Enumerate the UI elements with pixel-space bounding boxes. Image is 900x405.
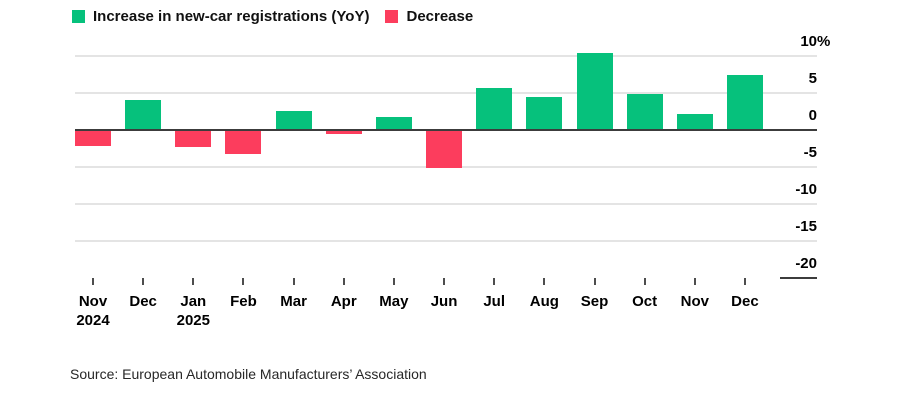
bar-feb-3 xyxy=(225,130,262,155)
bar-jul-8 xyxy=(476,87,513,130)
zero-axis-line xyxy=(75,129,817,131)
increase-swatch-icon xyxy=(72,10,85,23)
x-tick-aug-9 xyxy=(543,278,546,285)
bar-jun-7 xyxy=(426,130,463,168)
x-tick-apr-5 xyxy=(342,278,345,285)
y-axis-label--15: -15 xyxy=(795,218,817,235)
y-axis-label--5: -5 xyxy=(803,144,817,161)
x-year-label-2025: 2025 xyxy=(176,312,210,329)
source-note: Source: European Automobile Manufacturer… xyxy=(70,366,427,382)
percent-sign: % xyxy=(817,33,831,50)
legend-decrease-label: Decrease xyxy=(406,8,474,25)
bar-dec-13 xyxy=(726,75,763,130)
gridline--15 xyxy=(75,240,817,242)
x-tick-dec-13 xyxy=(743,278,746,285)
x-tick-oct-11 xyxy=(643,278,646,285)
bar-jan-2 xyxy=(175,130,212,148)
legend-item-increase: Increase in new-car registrations (YoY) xyxy=(72,7,369,26)
y-axis-label--20: -20 xyxy=(795,255,817,272)
x-label-apr-5: Apr xyxy=(330,293,357,310)
bar-chart-plot-area: 10% 5 0 -5 -10 -15 -20 Nov 2024 Dec Jan 2025 Feb Mar A… xyxy=(75,33,831,329)
bar-may-6 xyxy=(375,116,412,130)
bar-sep-10 xyxy=(576,53,613,130)
y-axis-label-10: 10% xyxy=(800,33,831,50)
x-label-feb-3: Feb xyxy=(230,293,257,310)
x-tick-jul-8 xyxy=(493,278,496,285)
x-tick-dec-1 xyxy=(142,278,145,285)
bar-mar-4 xyxy=(275,110,312,130)
bar-dec-1 xyxy=(125,100,162,130)
bar-nov-12 xyxy=(676,113,713,130)
y-axis-label--10: -10 xyxy=(795,181,817,198)
x-tick-jan-2 xyxy=(192,278,195,285)
gridline--10 xyxy=(75,203,817,205)
x-label-jul-8: Jul xyxy=(483,293,506,310)
gridline-10 xyxy=(75,55,817,57)
x-tick-nov-12 xyxy=(693,278,696,285)
x-label-nov-12: Nov xyxy=(680,293,709,310)
decrease-swatch-icon xyxy=(385,10,399,23)
bar-aug-9 xyxy=(526,96,563,130)
x-label-oct-11: Oct xyxy=(632,293,658,310)
x-label-jan-2: Jan xyxy=(180,293,207,310)
gridline--20 xyxy=(780,277,817,279)
x-tick-sep-10 xyxy=(593,278,596,285)
x-tick-jun-7 xyxy=(443,278,446,285)
y-axis-label-0: 0 xyxy=(808,107,817,124)
x-label-nov-0: Nov xyxy=(78,293,108,310)
x-label-mar-4: Mar xyxy=(280,293,307,310)
x-tick-nov-0 xyxy=(92,278,94,285)
bar-nov-0 xyxy=(75,130,111,146)
bar-oct-11 xyxy=(626,94,663,130)
x-tick-mar-4 xyxy=(292,278,295,285)
x-tick-feb-3 xyxy=(242,278,245,285)
x-label-dec-1: Dec xyxy=(129,293,157,310)
bar-apr-5 xyxy=(325,130,362,134)
legend: Increase in new-car registrations (YoY) … xyxy=(72,7,473,26)
x-tick-may-6 xyxy=(392,278,395,285)
legend-item-decrease: Decrease xyxy=(385,7,473,26)
x-year-label-2024: 2024 xyxy=(76,312,110,329)
x-label-sep-10: Sep xyxy=(580,293,609,310)
x-label-may-6: May xyxy=(379,293,409,310)
x-label-jun-7: Jun xyxy=(430,293,458,310)
x-label-aug-9: Aug xyxy=(529,293,559,310)
legend-increase-label: Increase in new-car registrations (YoY) xyxy=(93,8,370,25)
y-axis-label-5: 5 xyxy=(808,70,817,87)
gridline-5 xyxy=(75,92,817,94)
x-label-dec-13: Dec xyxy=(731,293,759,310)
